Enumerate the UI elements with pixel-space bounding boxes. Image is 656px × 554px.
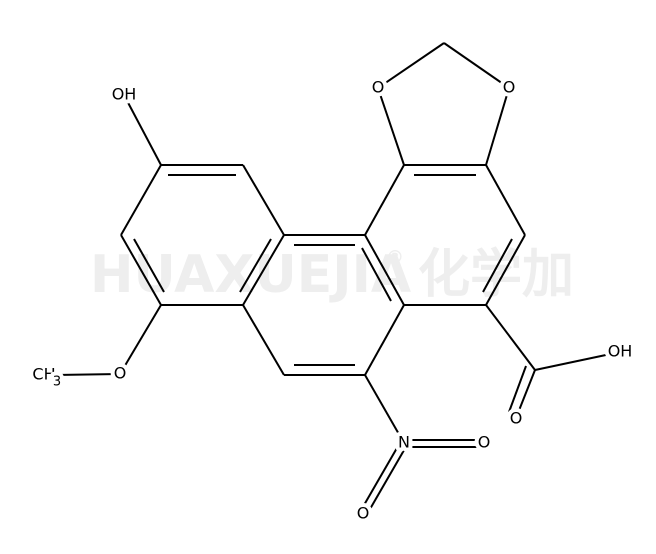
atom-label: OH <box>112 85 137 104</box>
atom-label: OH <box>608 342 633 361</box>
atom-label: O <box>114 364 127 383</box>
atom-label: N <box>398 433 410 452</box>
atom-label: O <box>478 433 491 452</box>
atom-label: O <box>357 504 370 523</box>
watermark-mark: ® <box>386 247 404 268</box>
watermark: HUAXUEJIA ® 化学加 <box>90 245 574 305</box>
atom-subscript: 3 <box>53 375 61 390</box>
bonds <box>54 42 621 517</box>
atom-label: O <box>372 78 385 97</box>
watermark-cn: 化学加 <box>418 245 574 305</box>
atom-label: CH <box>32 365 55 384</box>
atoms: OH O O OH O O N O O CH 3 <box>28 74 636 527</box>
atom-label: O <box>503 78 516 97</box>
atom-label: O <box>510 409 523 428</box>
